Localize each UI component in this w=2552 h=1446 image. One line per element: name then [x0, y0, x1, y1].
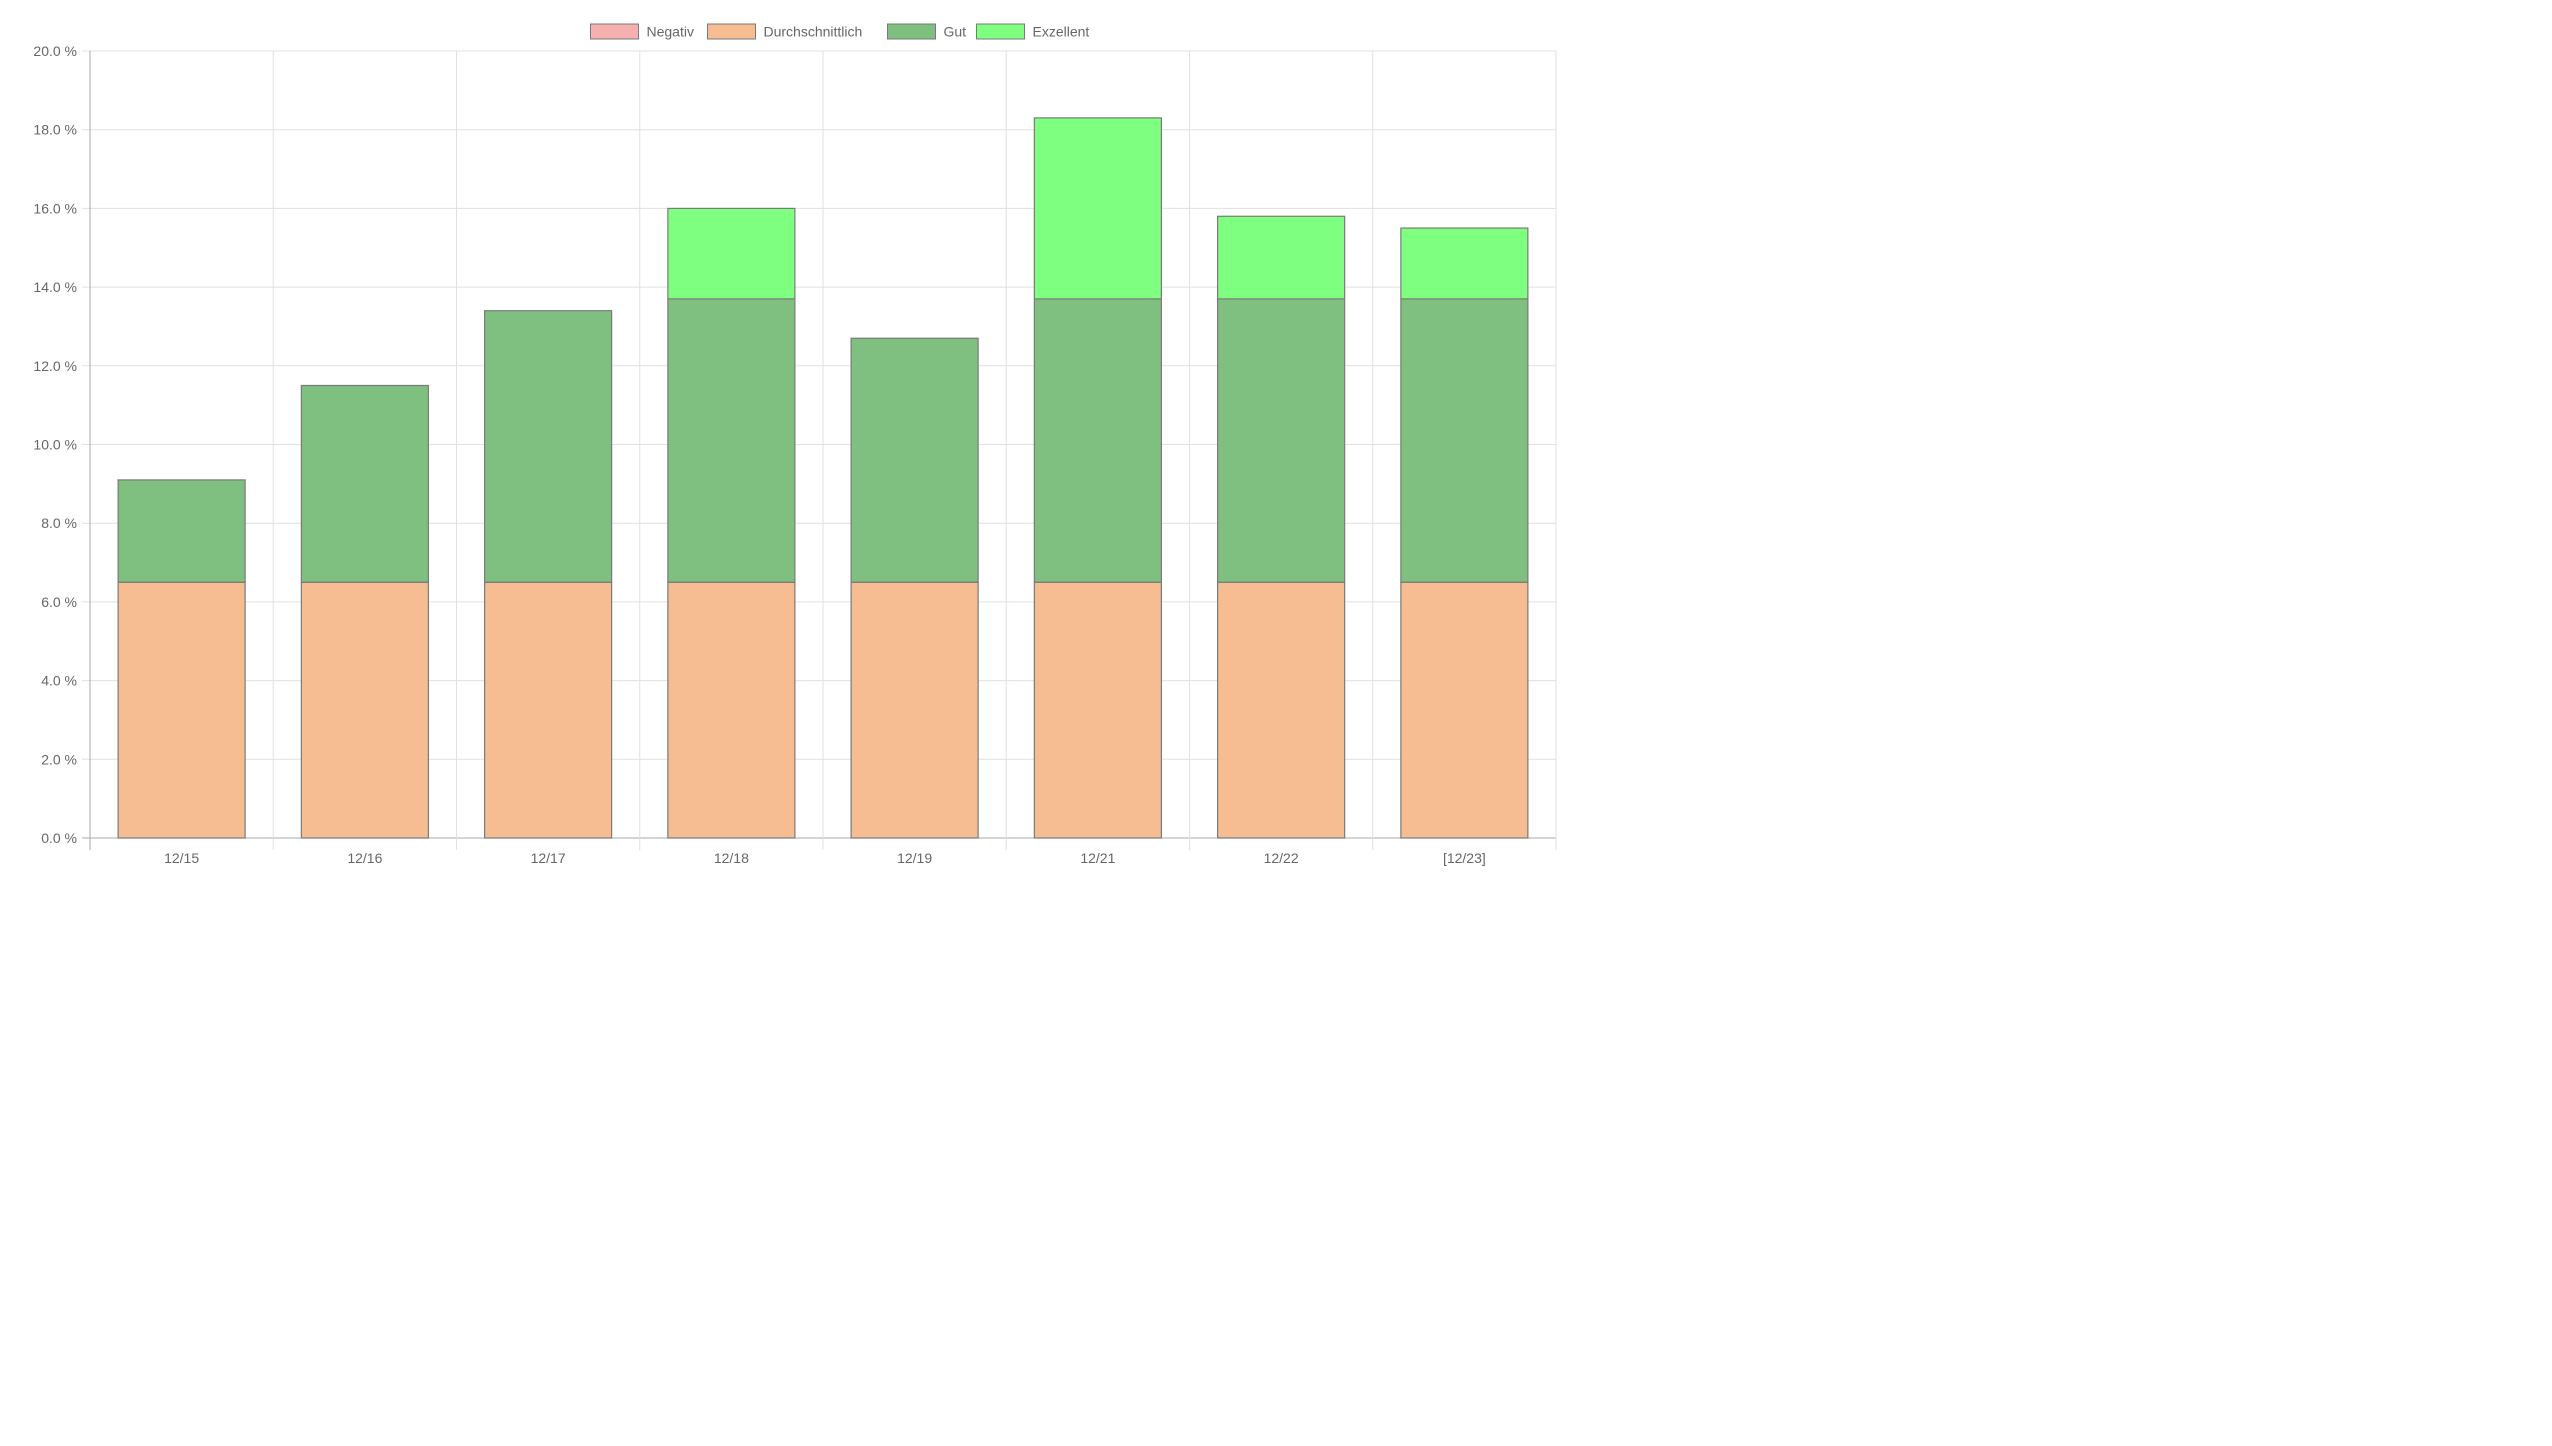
x-tick-label: 12/18	[714, 850, 749, 866]
x-tick-label: 12/21	[1080, 850, 1115, 866]
bar-segment-gut[interactable]	[300, 384, 429, 583]
bar-segment-gut[interactable]	[850, 337, 979, 583]
legend-item-negativ[interactable]: Negativ	[590, 23, 694, 40]
bar-segment-durchschnittlich[interactable]	[1217, 581, 1346, 839]
legend-item-gut[interactable]: Gut	[887, 23, 967, 40]
y-tick-label: 0.0 %	[41, 830, 77, 846]
bar-segment-durchschnittlich[interactable]	[1033, 581, 1162, 839]
bar-segment-gut[interactable]	[1400, 298, 1529, 583]
y-tick-label: 2.0 %	[41, 751, 77, 767]
legend-label: Gut	[944, 24, 967, 40]
y-tick-label: 12.0 %	[33, 358, 77, 374]
bar-segment-exzellent[interactable]	[667, 207, 796, 300]
legend-swatch	[590, 23, 639, 40]
x-tick-label: 12/15	[164, 850, 199, 866]
x-tick-label: 12/17	[531, 850, 566, 866]
bar-segment-exzellent[interactable]	[1217, 215, 1346, 300]
bar-segment-durchschnittlich[interactable]	[117, 581, 246, 839]
y-tick-label: 18.0 %	[33, 122, 77, 138]
legend-swatch	[887, 23, 936, 40]
x-tick-label: 12/19	[897, 850, 932, 866]
bar-segment-exzellent[interactable]	[1033, 117, 1162, 300]
stacked-bar-chart: 0.0 % 2.0 % 4.0 % 6.0 % 8.0 % 10.0 % 12.0 % 14.…	[33, 23, 1557, 866]
x-tick-label: [12/23]	[1443, 850, 1486, 866]
legend-item-exzellent[interactable]: Exzellent	[976, 23, 1090, 40]
y-tick-label: 8.0 %	[41, 515, 77, 531]
y-tick-label: 10.0 %	[33, 437, 77, 453]
bar-segment-gut[interactable]	[1217, 298, 1346, 583]
legend[interactable]: Negativ Durchschnittlich Gut Exzellent	[590, 23, 1090, 40]
bars	[117, 117, 1529, 839]
bar-segment-gut[interactable]	[667, 298, 796, 583]
x-tick-label: 12/22	[1264, 850, 1299, 866]
y-tick-label: 4.0 %	[41, 673, 77, 689]
y-tick-label: 20.0 %	[33, 43, 77, 59]
bar-segment-durchschnittlich[interactable]	[484, 581, 613, 839]
axes: 0.0 % 2.0 % 4.0 % 6.0 % 8.0 % 10.0 % 12.0 % 14.…	[33, 43, 1485, 866]
legend-item-durchschnittlich[interactable]: Durchschnittlich	[707, 23, 863, 40]
y-tick-label: 16.0 %	[33, 200, 77, 216]
legend-label: Durchschnittlich	[764, 24, 863, 40]
bar-segment-gut[interactable]	[117, 479, 246, 583]
x-tick-label: 12/16	[347, 850, 382, 866]
y-tick-label: 6.0 %	[41, 594, 77, 610]
bar-segment-gut[interactable]	[1033, 298, 1162, 583]
chart-container: 0.0 % 2.0 % 4.0 % 6.0 % 8.0 % 10.0 % 12.0 % 14.…	[0, 0, 1560, 880]
bar-segment-durchschnittlich[interactable]	[850, 581, 979, 839]
y-tick-label: 14.0 %	[33, 279, 77, 295]
legend-label: Negativ	[647, 24, 694, 40]
legend-swatch	[707, 23, 756, 40]
bar-segment-gut[interactable]	[484, 310, 613, 583]
bar-segment-durchschnittlich[interactable]	[300, 581, 429, 839]
bar-segment-durchschnittlich[interactable]	[1400, 581, 1529, 839]
bar-segment-exzellent[interactable]	[1400, 227, 1529, 300]
legend-swatch	[976, 23, 1025, 40]
bar-segment-durchschnittlich[interactable]	[667, 581, 796, 839]
legend-label: Exzellent	[1033, 24, 1090, 40]
